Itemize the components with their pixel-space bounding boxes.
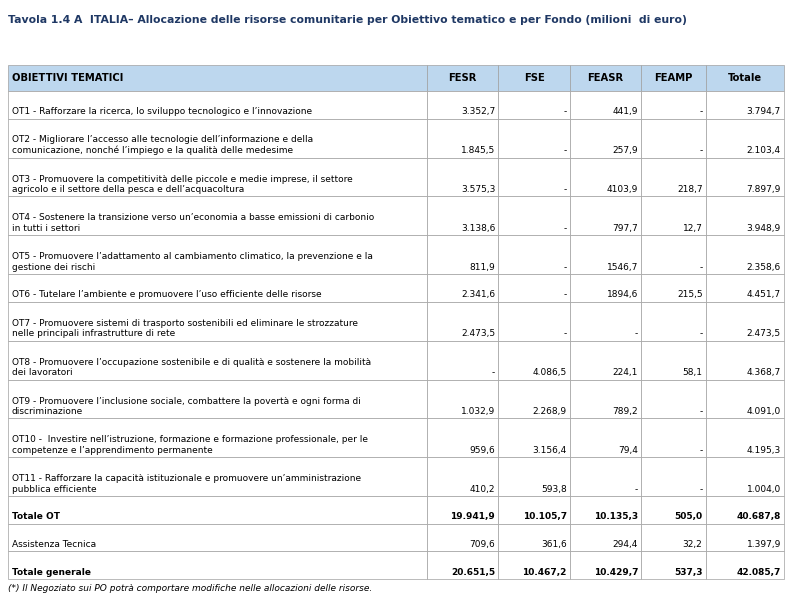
Text: FSE: FSE <box>524 73 545 83</box>
Text: 32,2: 32,2 <box>682 540 703 549</box>
Text: 789,2: 789,2 <box>612 407 638 416</box>
Text: 257,9: 257,9 <box>612 146 638 155</box>
Text: OT7 - Promuovere sistemi di trasporto sostenibili ed eliminare le strozzature
ne: OT7 - Promuovere sistemi di trasporto so… <box>12 319 358 338</box>
Text: 1894,6: 1894,6 <box>607 290 638 299</box>
Text: 58,1: 58,1 <box>682 368 703 377</box>
Text: 10.135,3: 10.135,3 <box>594 513 638 521</box>
Text: -: - <box>699 107 703 116</box>
Text: 10.467,2: 10.467,2 <box>522 567 567 577</box>
Text: 3.156,4: 3.156,4 <box>533 446 567 455</box>
Text: 3.138,6: 3.138,6 <box>461 224 496 233</box>
Text: 2.341,6: 2.341,6 <box>461 290 496 299</box>
Text: 361,6: 361,6 <box>541 540 567 549</box>
Text: 42.085,7: 42.085,7 <box>737 567 781 577</box>
Text: OT11 - Rafforzare la capacità istituzionale e promuovere un’amministrazione
pubb: OT11 - Rafforzare la capacità istituzion… <box>12 474 361 494</box>
Text: OBIETTIVI TEMATICI: OBIETTIVI TEMATICI <box>12 73 123 83</box>
Text: -: - <box>563 224 567 233</box>
Text: 3.794,7: 3.794,7 <box>747 107 781 116</box>
Text: 12,7: 12,7 <box>682 224 703 233</box>
Text: 1.845,5: 1.845,5 <box>461 146 496 155</box>
Text: -: - <box>563 146 567 155</box>
Text: -: - <box>699 485 703 494</box>
Text: OT8 - Promuovere l’occupazione sostenibile e di qualità e sostenere la mobilità
: OT8 - Promuovere l’occupazione sostenibi… <box>12 358 371 377</box>
Text: 4.368,7: 4.368,7 <box>747 368 781 377</box>
Text: 4.195,3: 4.195,3 <box>747 446 781 455</box>
Text: 224,1: 224,1 <box>613 368 638 377</box>
Text: OT9 - Promuovere l’inclusione sociale, combattere la povertà e ogni forma di
dis: OT9 - Promuovere l’inclusione sociale, c… <box>12 397 361 416</box>
Text: -: - <box>699 446 703 455</box>
Text: 79,4: 79,4 <box>619 446 638 455</box>
Text: 10.105,7: 10.105,7 <box>522 513 567 521</box>
Text: -: - <box>492 368 496 377</box>
Text: -: - <box>635 485 638 494</box>
Text: 3.575,3: 3.575,3 <box>461 185 496 194</box>
Text: FEAMP: FEAMP <box>654 73 693 83</box>
Text: -: - <box>563 290 567 299</box>
Text: -: - <box>699 262 703 272</box>
Text: Totale generale: Totale generale <box>12 567 91 577</box>
Text: FESR: FESR <box>448 73 477 83</box>
Text: FEASR: FEASR <box>588 73 623 83</box>
Text: 709,6: 709,6 <box>470 540 496 549</box>
Text: 441,9: 441,9 <box>612 107 638 116</box>
Text: (*) Il Negoziato sui PO potrà comportare modifiche nelle allocazioni delle risor: (*) Il Negoziato sui PO potrà comportare… <box>8 584 372 593</box>
Text: OT4 - Sostenere la transizione verso un’economia a basse emissioni di carbonio
i: OT4 - Sostenere la transizione verso un’… <box>12 213 374 233</box>
Text: -: - <box>563 107 567 116</box>
Text: 1.032,9: 1.032,9 <box>461 407 496 416</box>
Text: -: - <box>699 146 703 155</box>
Text: Totale: Totale <box>728 73 762 83</box>
Text: OT2 - Migliorare l’accesso alle tecnologie dell’informazione e della
comunicazio: OT2 - Migliorare l’accesso alle tecnolog… <box>12 135 313 155</box>
Text: 505,0: 505,0 <box>675 513 703 521</box>
Text: -: - <box>563 262 567 272</box>
Text: 537,3: 537,3 <box>674 567 703 577</box>
Text: Totale OT: Totale OT <box>12 513 60 521</box>
Text: 4103,9: 4103,9 <box>607 185 638 194</box>
Text: 959,6: 959,6 <box>470 446 496 455</box>
Text: -: - <box>563 329 567 338</box>
Text: 593,8: 593,8 <box>541 485 567 494</box>
Text: OT3 - Promuovere la competitività delle piccole e medie imprese, il settore
agri: OT3 - Promuovere la competitività delle … <box>12 174 352 194</box>
Text: 218,7: 218,7 <box>677 185 703 194</box>
Text: OT6 - Tutelare l’ambiente e promuovere l’uso efficiente delle risorse: OT6 - Tutelare l’ambiente e promuovere l… <box>12 290 322 299</box>
Text: 3.948,9: 3.948,9 <box>747 224 781 233</box>
Text: 20.651,5: 20.651,5 <box>452 567 496 577</box>
Text: 2.473,5: 2.473,5 <box>461 329 496 338</box>
Text: 1546,7: 1546,7 <box>607 262 638 272</box>
Text: 4.091,0: 4.091,0 <box>747 407 781 416</box>
Text: 2.473,5: 2.473,5 <box>747 329 781 338</box>
Text: 4.086,5: 4.086,5 <box>533 368 567 377</box>
Text: 1.004,0: 1.004,0 <box>747 485 781 494</box>
Text: -: - <box>699 329 703 338</box>
Text: 1.397,9: 1.397,9 <box>746 540 781 549</box>
Text: 3.352,7: 3.352,7 <box>461 107 496 116</box>
Text: 7.897,9: 7.897,9 <box>746 185 781 194</box>
Text: 294,4: 294,4 <box>613 540 638 549</box>
Text: 10.429,7: 10.429,7 <box>593 567 638 577</box>
Text: -: - <box>563 185 567 194</box>
Text: 2.103,4: 2.103,4 <box>747 146 781 155</box>
Text: 2.268,9: 2.268,9 <box>533 407 567 416</box>
Text: 19.941,9: 19.941,9 <box>451 513 496 521</box>
Text: 410,2: 410,2 <box>470 485 496 494</box>
Text: OT5 - Promuovere l’adattamento al cambiamento climatico, la prevenzione e la
ges: OT5 - Promuovere l’adattamento al cambia… <box>12 253 373 272</box>
Text: 215,5: 215,5 <box>677 290 703 299</box>
Text: -: - <box>699 407 703 416</box>
Text: -: - <box>635 329 638 338</box>
Text: 2.358,6: 2.358,6 <box>747 262 781 272</box>
Text: Tavola 1.4 A  ITALIA– Allocazione delle risorse comunitarie per Obiettivo temati: Tavola 1.4 A ITALIA– Allocazione delle r… <box>8 15 687 25</box>
Text: Assistenza Tecnica: Assistenza Tecnica <box>12 540 96 549</box>
Text: OT1 - Rafforzare la ricerca, lo sviluppo tecnologico e l’innovazione: OT1 - Rafforzare la ricerca, lo sviluppo… <box>12 107 312 116</box>
Text: 797,7: 797,7 <box>612 224 638 233</box>
Text: OT10 -  Investire nell’istruzione, formazione e formazione professionale, per le: OT10 - Investire nell’istruzione, formaz… <box>12 436 368 455</box>
Text: 4.451,7: 4.451,7 <box>747 290 781 299</box>
Text: 40.687,8: 40.687,8 <box>737 513 781 521</box>
Text: 811,9: 811,9 <box>470 262 496 272</box>
